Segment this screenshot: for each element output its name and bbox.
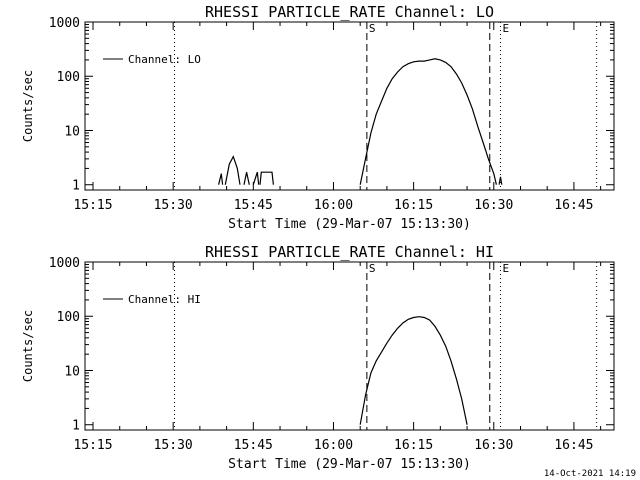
chart1-y-tick-label: 10 [64, 124, 80, 139]
chart1-x-tick-label: 15:30 [154, 198, 193, 213]
chart1-x-tick-label: 16:00 [314, 198, 353, 213]
chart2-y-axis-label: Counts/sec [21, 310, 35, 382]
chart2-x-axis-label: Start Time (29-Mar-07 15:13:30) [228, 457, 471, 472]
chart2-x-tick-label: 16:00 [314, 438, 353, 453]
chart1-x-tick-label: 16:45 [554, 198, 593, 213]
chart2-y-tick-label: 1000 [49, 256, 80, 271]
chart2-x-tick-label: 15:30 [154, 438, 193, 453]
chart2-y-tick-label: 100 [57, 310, 80, 325]
chart2-series-line-segment [359, 316, 468, 425]
chart1-plot-frame [84, 21, 615, 191]
chart2-legend-label: Channel: HI [128, 293, 201, 306]
chart2-x-tick-label: 16:15 [394, 438, 433, 453]
chart2-plot-frame [84, 261, 615, 431]
chart1-y-axis-label: Counts/sec [21, 70, 35, 142]
chart1-series-line-segment [252, 172, 260, 185]
chart1-series-line-segment [224, 155, 241, 185]
chart2-group: RHESSI PARTICLE_RATE Channel: HI Counts/s… [21, 243, 615, 472]
chart1-x-tick-label: 15:15 [73, 198, 112, 213]
chart1-series-line-segment [359, 58, 497, 185]
chart2-x-tick-label: 16:30 [474, 438, 513, 453]
footer-timestamp: 14-Oct-2021 14:19 [544, 469, 636, 479]
chart1-group: RHESSI PARTICLE_RATE Channel: LO Counts/s… [21, 3, 615, 232]
chart2-x-tick-label: 15:15 [73, 438, 112, 453]
chart1-series-line-segment [259, 171, 274, 185]
chart1-x-axis-label: Start Time (29-Mar-07 15:13:30) [228, 217, 471, 232]
chart2-x-tick-label: 16:45 [554, 438, 593, 453]
chart1-title: RHESSI PARTICLE_RATE Channel: LO [205, 3, 494, 21]
chart2-x-tick-label: 15:45 [234, 438, 273, 453]
chart1-series-line-segment [218, 173, 224, 185]
chart2-y-tick-label: 10 [64, 364, 80, 379]
chart2-marker-label: E [502, 262, 509, 275]
chart2-marker-label: S [369, 262, 376, 275]
chart1-y-tick-label: 1000 [49, 16, 80, 31]
chart1-series-line-segment [243, 172, 250, 185]
chart1-x-tick-label: 15:45 [234, 198, 273, 213]
chart1-x-tick-label: 16:15 [394, 198, 433, 213]
chart1-y-tick-label: 1 [72, 179, 80, 194]
chart2-y-tick-label: 1 [72, 419, 80, 434]
chart2-title: RHESSI PARTICLE_RATE Channel: HI [205, 243, 494, 261]
chart1-x-tick-label: 16:30 [474, 198, 513, 213]
chart1-legend-label: Channel: LO [128, 53, 201, 66]
chart1-marker-label: E [502, 22, 509, 35]
chart1-series-line-segment [498, 176, 503, 185]
chart1-marker-label: S [369, 22, 376, 35]
chart1-y-tick-label: 100 [57, 70, 80, 85]
